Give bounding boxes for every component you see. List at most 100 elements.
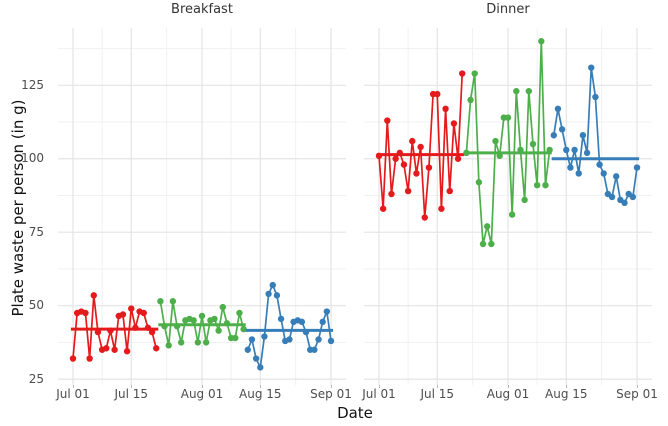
data-point [173, 323, 181, 330]
data-point [232, 334, 239, 342]
data-point [148, 328, 156, 336]
data-point [583, 149, 591, 157]
data-point [379, 205, 387, 212]
panel-dinner [364, 28, 652, 385]
data-point [483, 223, 491, 230]
data-point [273, 292, 281, 299]
y-tick-label: 125 [21, 77, 44, 92]
data-point [327, 337, 335, 345]
data-point [240, 325, 247, 333]
data-point [434, 90, 441, 98]
data-point [504, 114, 512, 121]
data-point [608, 193, 616, 201]
data-point [592, 93, 599, 101]
data-point [198, 312, 206, 320]
x-tick-label: Aug 01 [180, 387, 224, 401]
data-point [315, 336, 322, 343]
data-point [244, 346, 251, 353]
data-point [629, 193, 637, 201]
data-point [558, 126, 566, 133]
x-tick-mark [331, 385, 333, 388]
data-point [400, 161, 408, 168]
x-tick-mark [378, 385, 380, 388]
data-point [257, 364, 264, 371]
data-point [384, 117, 391, 124]
data-point [157, 298, 164, 305]
x-tick-mark [508, 385, 509, 388]
data-point [215, 327, 222, 334]
data-point [261, 333, 268, 340]
data-point [575, 170, 582, 177]
data-point [103, 345, 110, 352]
data-point [90, 292, 97, 299]
data-point [194, 339, 202, 346]
data-point [517, 146, 524, 154]
data-point [119, 311, 127, 318]
x-tick-label: Aug 15 [545, 387, 588, 401]
x-tick-mark [437, 385, 439, 388]
x-tick-mark [637, 385, 639, 388]
data-point [550, 132, 557, 139]
data-point [94, 328, 102, 336]
data-point [190, 317, 197, 324]
data-point [404, 187, 412, 195]
data-point [311, 346, 318, 353]
data-point [69, 355, 77, 362]
data-point [446, 187, 453, 195]
data-point [409, 137, 416, 145]
data-point [567, 164, 574, 171]
data-point [392, 155, 399, 162]
data-point [613, 173, 620, 180]
data-point [236, 309, 243, 317]
y-tick-label: 25 [28, 371, 44, 386]
y-tick-label: 75 [28, 224, 44, 239]
data-point [298, 318, 306, 326]
x-tick-mark [72, 385, 74, 388]
data-point [508, 211, 516, 218]
x-tick-label: Sep 01 [310, 387, 352, 401]
data-point [302, 328, 310, 336]
data-point [123, 348, 131, 355]
data-point [165, 342, 172, 349]
data-point [144, 324, 152, 331]
data-point [161, 323, 168, 330]
data-point [571, 146, 578, 154]
data-point [463, 149, 470, 157]
data-point [140, 309, 147, 317]
data-point [132, 324, 139, 331]
data-point [579, 132, 587, 139]
data-point [529, 140, 537, 148]
data-point [533, 181, 541, 189]
x-axis-title: Date [337, 404, 373, 422]
facet-title-dinner: Dinner [486, 2, 530, 17]
data-point [554, 105, 562, 113]
x-tick-label: Aug 01 [486, 387, 530, 401]
data-point [128, 305, 135, 312]
data-point [467, 96, 474, 104]
data-point [388, 190, 395, 198]
data-point [596, 161, 603, 168]
data-point [496, 152, 503, 160]
data-point [600, 170, 607, 177]
x-tick-label: Jul 01 [362, 387, 396, 401]
data-point [202, 339, 210, 346]
y-tick-label: 100 [21, 151, 44, 166]
data-point [438, 205, 445, 212]
data-point [413, 170, 420, 177]
data-point [542, 181, 549, 189]
x-tick-mark [566, 385, 568, 388]
data-point [459, 70, 466, 77]
data-point [286, 336, 293, 343]
data-point [375, 152, 383, 160]
x-tick-label: Jul 15 [114, 387, 149, 401]
data-point [417, 143, 424, 151]
data-point [153, 345, 160, 352]
x-tick-label: Jul 01 [56, 387, 90, 401]
data-point [169, 298, 177, 305]
data-point [107, 327, 114, 334]
data-point [82, 309, 89, 317]
data-point [319, 318, 326, 326]
data-point [588, 64, 595, 71]
data-point [471, 70, 478, 77]
